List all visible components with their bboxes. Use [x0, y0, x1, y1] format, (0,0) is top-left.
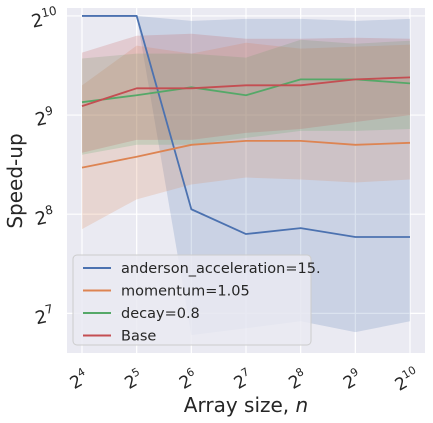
x-tick-label-5: 29	[339, 365, 366, 394]
confidence-band-1	[82, 42, 410, 230]
x-tick-label-0: 24	[65, 365, 92, 394]
y-tick-label-3: 210	[29, 3, 60, 32]
series-line-0	[82, 15, 410, 238]
series-line-1	[81, 139, 411, 169]
legend-label-2: decay=0.8	[121, 306, 200, 322]
x-tick-label-4: 28	[284, 365, 311, 394]
legend: anderson_acceleration=15. momentum=1.05 de…	[72, 254, 321, 346]
legend-label-0: anderson_acceleration=15.	[121, 261, 321, 277]
y-tick-label-0: 27	[33, 302, 57, 330]
y-tick-labels: 27 28 29 210	[29, 3, 60, 330]
x-tick-label-2: 26	[175, 365, 202, 394]
legend-box	[72, 254, 312, 346]
confidence-band-3	[82, 33, 410, 153]
series-lines	[81, 15, 411, 238]
legend-label-3: Base	[121, 329, 156, 345]
y-tick-label-2: 29	[33, 103, 57, 131]
confidence-band-2	[82, 39, 410, 155]
y-tick-label-1: 28	[33, 203, 57, 231]
confidence-band-0	[82, 15, 410, 336]
series-line-3	[81, 76, 411, 108]
x-tick-label-6: 210	[390, 364, 423, 396]
confidence-bands	[82, 15, 410, 336]
legend-label-1: momentum=1.05	[121, 284, 250, 300]
x-tick-label-1: 25	[120, 365, 147, 394]
x-axis-title: Array size, n	[184, 393, 308, 417]
y-axis-title: Speed-up	[3, 133, 27, 228]
x-tick-label-3: 27	[229, 365, 256, 394]
x-tick-labels: 24 25 26 27 28 29 210	[65, 364, 423, 396]
